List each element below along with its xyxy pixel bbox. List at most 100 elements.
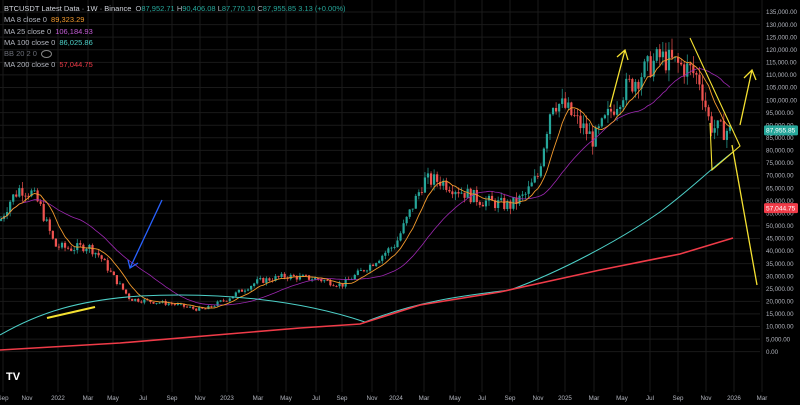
candle-body [701,84,704,101]
candle-body [292,274,295,277]
candle-body [689,63,692,66]
time-tick-label: May [107,395,120,402]
candle-body [51,230,54,239]
price-tick-label: 20,000.00 [766,299,794,306]
last-price-tag: 87,955.85 [764,125,798,136]
candle-body [619,107,622,110]
candle-body [152,302,155,304]
candle-body [375,263,378,266]
price-tag-text: 57,044.75 [766,205,796,212]
candle-body [289,274,292,279]
price-tick-label: 130,000.00 [766,22,798,29]
price-tick-label: 55,000.00 [766,210,794,217]
candle-body [686,63,689,77]
candle-body [490,195,494,201]
candle-body [79,243,82,245]
candle-body [344,279,347,287]
candle-body [481,204,484,207]
candle-body [201,307,204,309]
candle-body [423,177,427,193]
candle-body [100,255,103,259]
candle-body [314,277,317,280]
candle-body [536,176,539,177]
price-tag-bg [764,125,798,136]
indicator-label: MA 8 close 0 [4,15,47,25]
candle-body [12,194,15,202]
candle-body [341,283,344,287]
price-tick-label: 10,000.00 [766,324,794,331]
candle-body [185,306,189,308]
price-tick-label: 120,000.00 [766,47,798,54]
time-tick-label: 2026 [727,395,741,402]
candle-body [88,244,91,249]
candle-body [219,300,222,302]
indicator-bb[interactable]: BB 20 2 0 [4,48,346,59]
candle-body [213,305,216,307]
candle-body [237,289,240,293]
candle-body [109,270,112,272]
candle-body [625,78,628,101]
candle-body [530,182,533,187]
candle-body [414,195,417,209]
candle-body [405,216,408,224]
candle-body [24,195,27,197]
candle-body [384,252,387,256]
price-tick-label: 105,000.00 [766,85,798,92]
candle-body [182,303,186,307]
candle-body [329,280,332,286]
candle-body [469,188,472,203]
candle-body [408,209,411,217]
candle-body [317,277,320,280]
price-tick-label: 85,000.00 [766,135,794,142]
candle-body [42,203,45,221]
indicator-ma100[interactable]: MA 100 close 0 86,025.86 [4,37,346,48]
candle-body [362,270,366,272]
candle-body [457,192,460,194]
candle-body [503,197,506,209]
candle-body [655,49,658,61]
yellow-arrow-down-line [731,144,758,286]
candle-body [573,115,576,116]
ma25-line [0,67,731,306]
price-tick-label: 75,000.00 [766,160,794,167]
candle-body [97,252,100,256]
indicator-ma25[interactable]: MA 25 close 0 106,184.93 [4,26,346,37]
candle-body [176,303,179,305]
candle-body [393,247,396,248]
price-tick-label: 100,000.00 [766,97,798,104]
time-tick-label: Mar [757,395,768,402]
indicator-ma8[interactable]: MA 8 close 0 89,323.29 [4,14,346,25]
candle-body [390,247,393,249]
candle-body [417,192,420,196]
tradingview-logo-icon[interactable]: TV [6,371,21,383]
candle-body [225,300,228,302]
candle-body [381,255,384,261]
candle-body [542,148,545,167]
candle-body [106,260,109,271]
time-tick-label: Nov [532,395,544,402]
candle-body [728,125,732,131]
indicator-ma200[interactable]: MA 200 close 0 57,044.75 [4,59,346,70]
candle-body [567,102,570,108]
candle-body [15,194,18,197]
candle-body [283,273,286,278]
candle-body [372,264,375,266]
change-value: 3.13 (+0.00%) [298,4,346,13]
candle-body [9,201,12,213]
candle-body [677,57,680,63]
candle-body [207,305,210,310]
candle-body [134,298,137,301]
candle-body [304,275,308,276]
symbol-title[interactable]: BTCUSDT Latest Data · 1W · Binance [4,4,132,13]
eye-hidden-icon[interactable] [41,50,53,59]
candle-body [216,301,219,306]
candle-body [39,201,42,204]
candle-body [378,260,381,264]
candle-body [268,278,271,281]
time-tick-label: Nov [700,395,712,402]
price-tag-bg [764,203,798,214]
candle-body [695,73,698,75]
candle-body [295,276,298,280]
